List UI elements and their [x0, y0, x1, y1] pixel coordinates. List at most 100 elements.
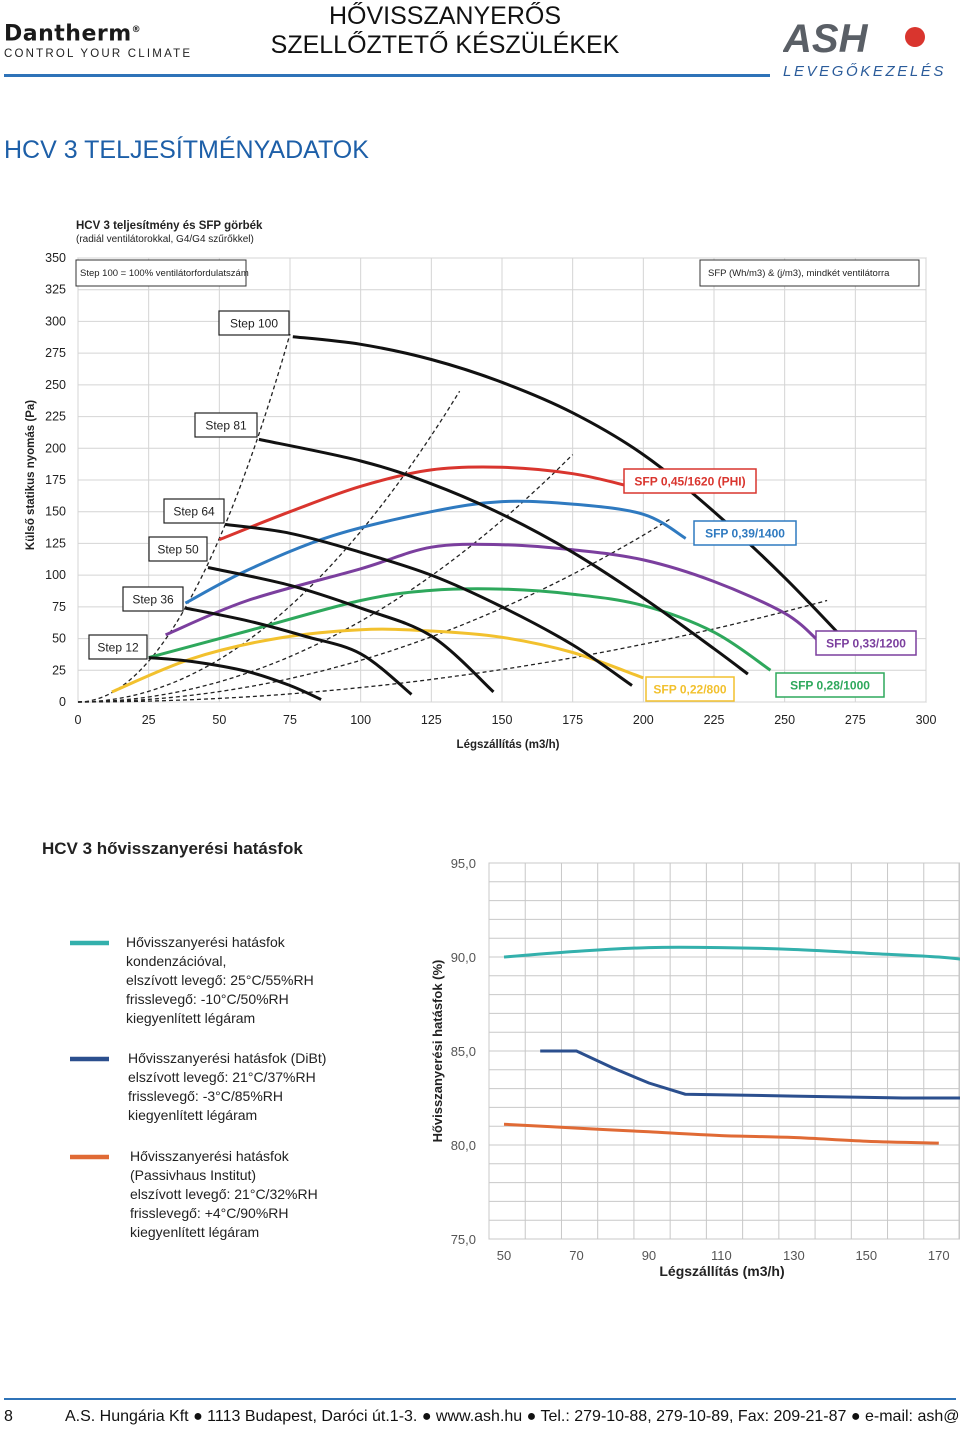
- chart1-gridlines: [77, 257, 927, 703]
- label-step-36: Step 36: [122, 586, 184, 612]
- chart1-y-tick: 75: [52, 600, 66, 614]
- label-sfp-0-22-800-text: SFP 0,22/800: [653, 683, 726, 697]
- legend-text: (Passivhaus Institut): [130, 1167, 256, 1183]
- chart1-y-tick: 275: [45, 346, 66, 360]
- chart1-x-tick: 275: [845, 713, 866, 727]
- chart1-x-tick: 250: [774, 713, 795, 727]
- chart2-y-tick: 95,0: [451, 856, 476, 871]
- chart2-y-tick: 90,0: [451, 950, 476, 965]
- legend-text: kiegyenlített légáram: [130, 1224, 259, 1240]
- label-step-36-frame: [122, 586, 184, 612]
- label-step-12-text: Step 12: [97, 641, 139, 655]
- ash-logo-mark: ASH: [782, 17, 925, 61]
- chart2-x-tick: 110: [711, 1248, 732, 1263]
- header-title-line1: HŐVISSZANYERŐS: [329, 2, 561, 30]
- label-step-12-frame: [88, 634, 148, 660]
- header-title: HŐVISSZANYERŐS SZELLŐZTETŐ KÉSZÜLÉKEK: [220, 2, 670, 60]
- ash-logo-subtitle: LEVEGŐKEZELÉS: [783, 63, 947, 80]
- chart2-x-tick: 90: [642, 1248, 656, 1263]
- label-sfp-0-39-1400-text: SFP 0,39/1400: [705, 527, 785, 541]
- label-sfp-0-22-800: SFP 0,22/800: [645, 676, 735, 702]
- label-step-12: Step 12: [88, 634, 148, 660]
- label-sfp-0-39-1400: SFP 0,39/1400: [693, 520, 797, 546]
- label-sfp-0-28-1000: SFP 0,28/1000: [775, 672, 885, 698]
- label-sfp-0-45-1620-phi-text: SFP 0,45/1620 (PHI): [634, 475, 745, 489]
- legend-text: frisslevegő: -3°C/85%RH: [128, 1088, 283, 1104]
- chart1-y-tick: 200: [45, 441, 66, 455]
- chart2-legend: Hővisszanyerési hatásfok kondenzációval, e…: [70, 934, 326, 1240]
- brand-name: Dantherm: [4, 21, 132, 47]
- chart1-x-tick: 150: [492, 713, 513, 727]
- legend-text: Hővisszanyerési hatásfok: [126, 934, 286, 950]
- label-sfp-0-28-1000-frame: [775, 672, 885, 698]
- chart1-x-tick: 50: [212, 713, 226, 727]
- chart2-series: [503, 945, 960, 1145]
- footer-contact: A.S. Hungária Kft ● 1113 Budapest, Daróc…: [65, 1408, 960, 1425]
- sfp-curve-sfp-0-22-800: [111, 627, 644, 694]
- sfp-curve-sfp-0-28-1000: [148, 587, 772, 672]
- chart2-x-tick: 70: [569, 1248, 583, 1263]
- chart1-x-tick: 200: [633, 713, 654, 727]
- label-sfp-0-33-1200-text: SFP 0,33/1200: [826, 637, 906, 651]
- step-note-frame: [75, 259, 247, 287]
- label-sfp-0-28-1000-text: SFP 0,28/1000: [790, 679, 870, 693]
- chart1-curve-labels: Step 100 Step 81 Step 64 Step 50 Step 36 Step…: [88, 310, 917, 702]
- ash-logo-letters: ASH: [783, 18, 869, 56]
- chart1-title: HCV 3 teljesítmény és SFP görbék: [76, 220, 263, 232]
- label-step-64-frame: [163, 498, 225, 524]
- chart1-subtitle: (radiál ventilátorokkal, G4/G4 szűrőkkel…: [76, 234, 254, 245]
- legend-entry-dibt: Hővisszanyerési hatásfok (DiBt) elszívott…: [70, 1050, 326, 1123]
- chart1-x-tick: 175: [562, 713, 583, 727]
- chart1-y-tick: 300: [45, 314, 66, 328]
- legend-text: elszívott levegő: 21°C/32%RH: [130, 1186, 318, 1202]
- chart1-y-ticks: 0 25 50 75 100 125 150 175 200 225 250 275 300 325 350: [45, 251, 66, 709]
- label-sfp-0-39-1400-frame: [693, 520, 797, 546]
- chart1-y-tick: 250: [45, 378, 66, 392]
- fan-curve-step-50: [207, 566, 495, 694]
- legend-text: kondenzációval,: [126, 953, 226, 969]
- system-curve-ref-3: [77, 454, 574, 703]
- chart1-y-tick: 225: [45, 410, 66, 424]
- brand-tagline: CONTROL YOUR CLIMATE: [4, 48, 193, 61]
- fan-curve-step-64: [224, 522, 633, 687]
- chart2-y-tick: 75,0: [451, 1232, 476, 1247]
- fan-curve-step-81: [258, 437, 749, 676]
- efficiency-chart: HCV 3 hővisszanyerési hatásfok Hővisszan…: [42, 839, 960, 1279]
- chart1-y-tick: 125: [45, 536, 66, 550]
- registered-mark: ®: [131, 25, 142, 35]
- label-step-64: Step 64: [163, 498, 225, 524]
- chart2-y-tick: 80,0: [451, 1138, 476, 1153]
- sfp-curve-sfp-0-45-1620-phi: [218, 465, 644, 541]
- sfp-curve-sfp-0-39-1400: [184, 499, 687, 605]
- legend-text: elszívott levegő: 21°C/37%RH: [128, 1069, 316, 1085]
- legend-text: kiegyenlített légáram: [126, 1010, 255, 1026]
- section-title: HCV 3 TELJESÍTMÉNYADATOK: [4, 136, 369, 164]
- header-title-line2: SZELLŐZTETŐ KÉSZÜLÉKEK: [270, 31, 620, 59]
- ash-logo: ASH LEVEGŐKEZELÉS: [782, 17, 957, 80]
- chart2-x-tick: 130: [783, 1248, 805, 1263]
- fan-curve-step-100: [292, 335, 857, 653]
- chart1-x-ticks: 0 25 50 75 100 125 150 175 200 225 250 275 300: [75, 713, 937, 727]
- dantherm-logo: Dantherm® CONTROL YOUR CLIMATE: [4, 18, 193, 61]
- label-sfp-0-22-800-frame: [645, 676, 735, 702]
- chart1-x-tick: 75: [283, 713, 297, 727]
- legend-text: kiegyenlített légáram: [128, 1107, 257, 1123]
- label-step-100: Step 100: [218, 310, 290, 336]
- label-step-100-frame: [218, 310, 290, 336]
- sfp-note-box: SFP (Wh/m3) & (j/m3), mindkét ventilátor…: [699, 259, 920, 287]
- label-step-50: Step 50: [148, 536, 208, 562]
- label-step-50-frame: [148, 536, 208, 562]
- chart1-x-tick: 125: [421, 713, 442, 727]
- chart1-y-tick: 0: [59, 695, 66, 709]
- chart1-x-label: Légszállítás (m3/h): [457, 739, 560, 751]
- efficiency-line-dibt: [540, 1049, 960, 1100]
- efficiency-line-passivhaus: [503, 1122, 939, 1145]
- chart1-y-tick: 175: [45, 473, 66, 487]
- chart1-y-tick: 150: [45, 505, 66, 519]
- label-step-81-frame: [194, 412, 258, 438]
- step-note-text: Step 100 = 100% ventilátorfordulatszám: [80, 268, 249, 279]
- chart2-x-tick: 150: [855, 1248, 877, 1263]
- chart1-x-tick: 25: [142, 713, 156, 727]
- chart1-y-tick: 100: [45, 568, 66, 582]
- chart1-y-label: Külső statikus nyomás (Pa): [25, 400, 37, 550]
